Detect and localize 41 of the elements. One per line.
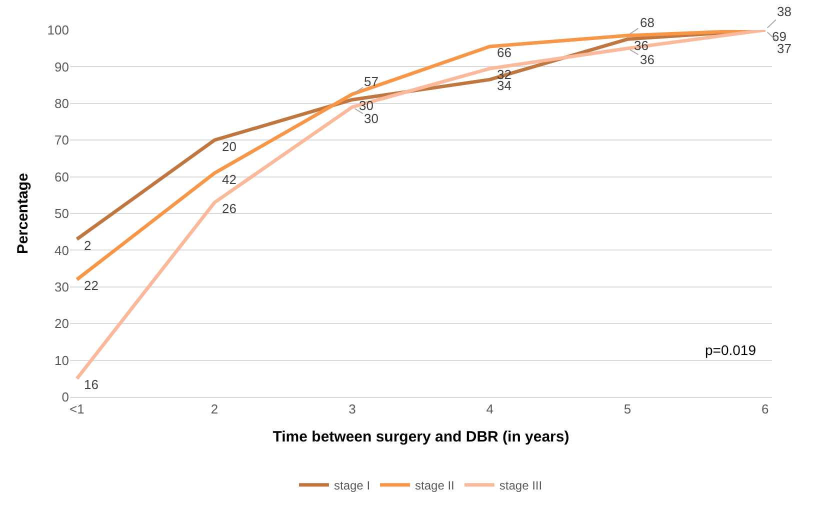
legend-label: stage II [415, 478, 454, 493]
annotation: 16 [84, 377, 98, 392]
y-tick-label: 40 [54, 242, 69, 258]
x-tick-label: 4 [486, 402, 494, 417]
annotation: 34 [497, 78, 512, 93]
y-tick-label: 10 [54, 352, 69, 368]
annotation: p=0.019 [705, 342, 756, 358]
x-axis-title: Time between surgery and DBR (in years) [272, 428, 570, 446]
legend-label: stage III [499, 478, 542, 493]
annotation: 69 [772, 29, 786, 44]
annotation: 57 [364, 74, 378, 89]
annotation: 36 [634, 38, 648, 53]
x-tick-label: <1 [69, 402, 84, 417]
y-tick-label: 70 [54, 132, 69, 148]
annotation: 68 [640, 15, 654, 30]
annotation: 37 [777, 41, 792, 56]
y-tick-label: 60 [54, 169, 69, 184]
annotation: 30 [359, 98, 374, 113]
legend-label: stage I [334, 478, 370, 493]
x-tick-label: 3 [348, 402, 356, 417]
x-tick-label: 5 [624, 402, 632, 417]
y-axis-title: Percentage [14, 173, 32, 254]
line-series [75, 30, 767, 380]
annotation: 36 [640, 52, 654, 67]
y-tick-label: 90 [54, 59, 69, 74]
x-tick-label: 2 [210, 402, 218, 417]
y-tick-label: 100 [47, 22, 69, 38]
annotation: 42 [222, 172, 236, 187]
x-tick-label: 6 [762, 402, 769, 417]
y-tick-label: 80 [54, 96, 69, 111]
annotation: 30 [364, 111, 378, 126]
y-tick-label: 20 [54, 316, 69, 332]
y-tick-label: 50 [54, 206, 69, 222]
y-tick-label: 30 [54, 279, 69, 294]
annotation: 38 [777, 4, 792, 19]
annotation: 22 [84, 278, 98, 293]
annotation: 2 [84, 238, 92, 253]
annotation: 20 [222, 139, 236, 154]
annotation: 66 [497, 45, 512, 60]
y-tick-label: 0 [62, 390, 69, 405]
annotation: 26 [222, 201, 236, 216]
